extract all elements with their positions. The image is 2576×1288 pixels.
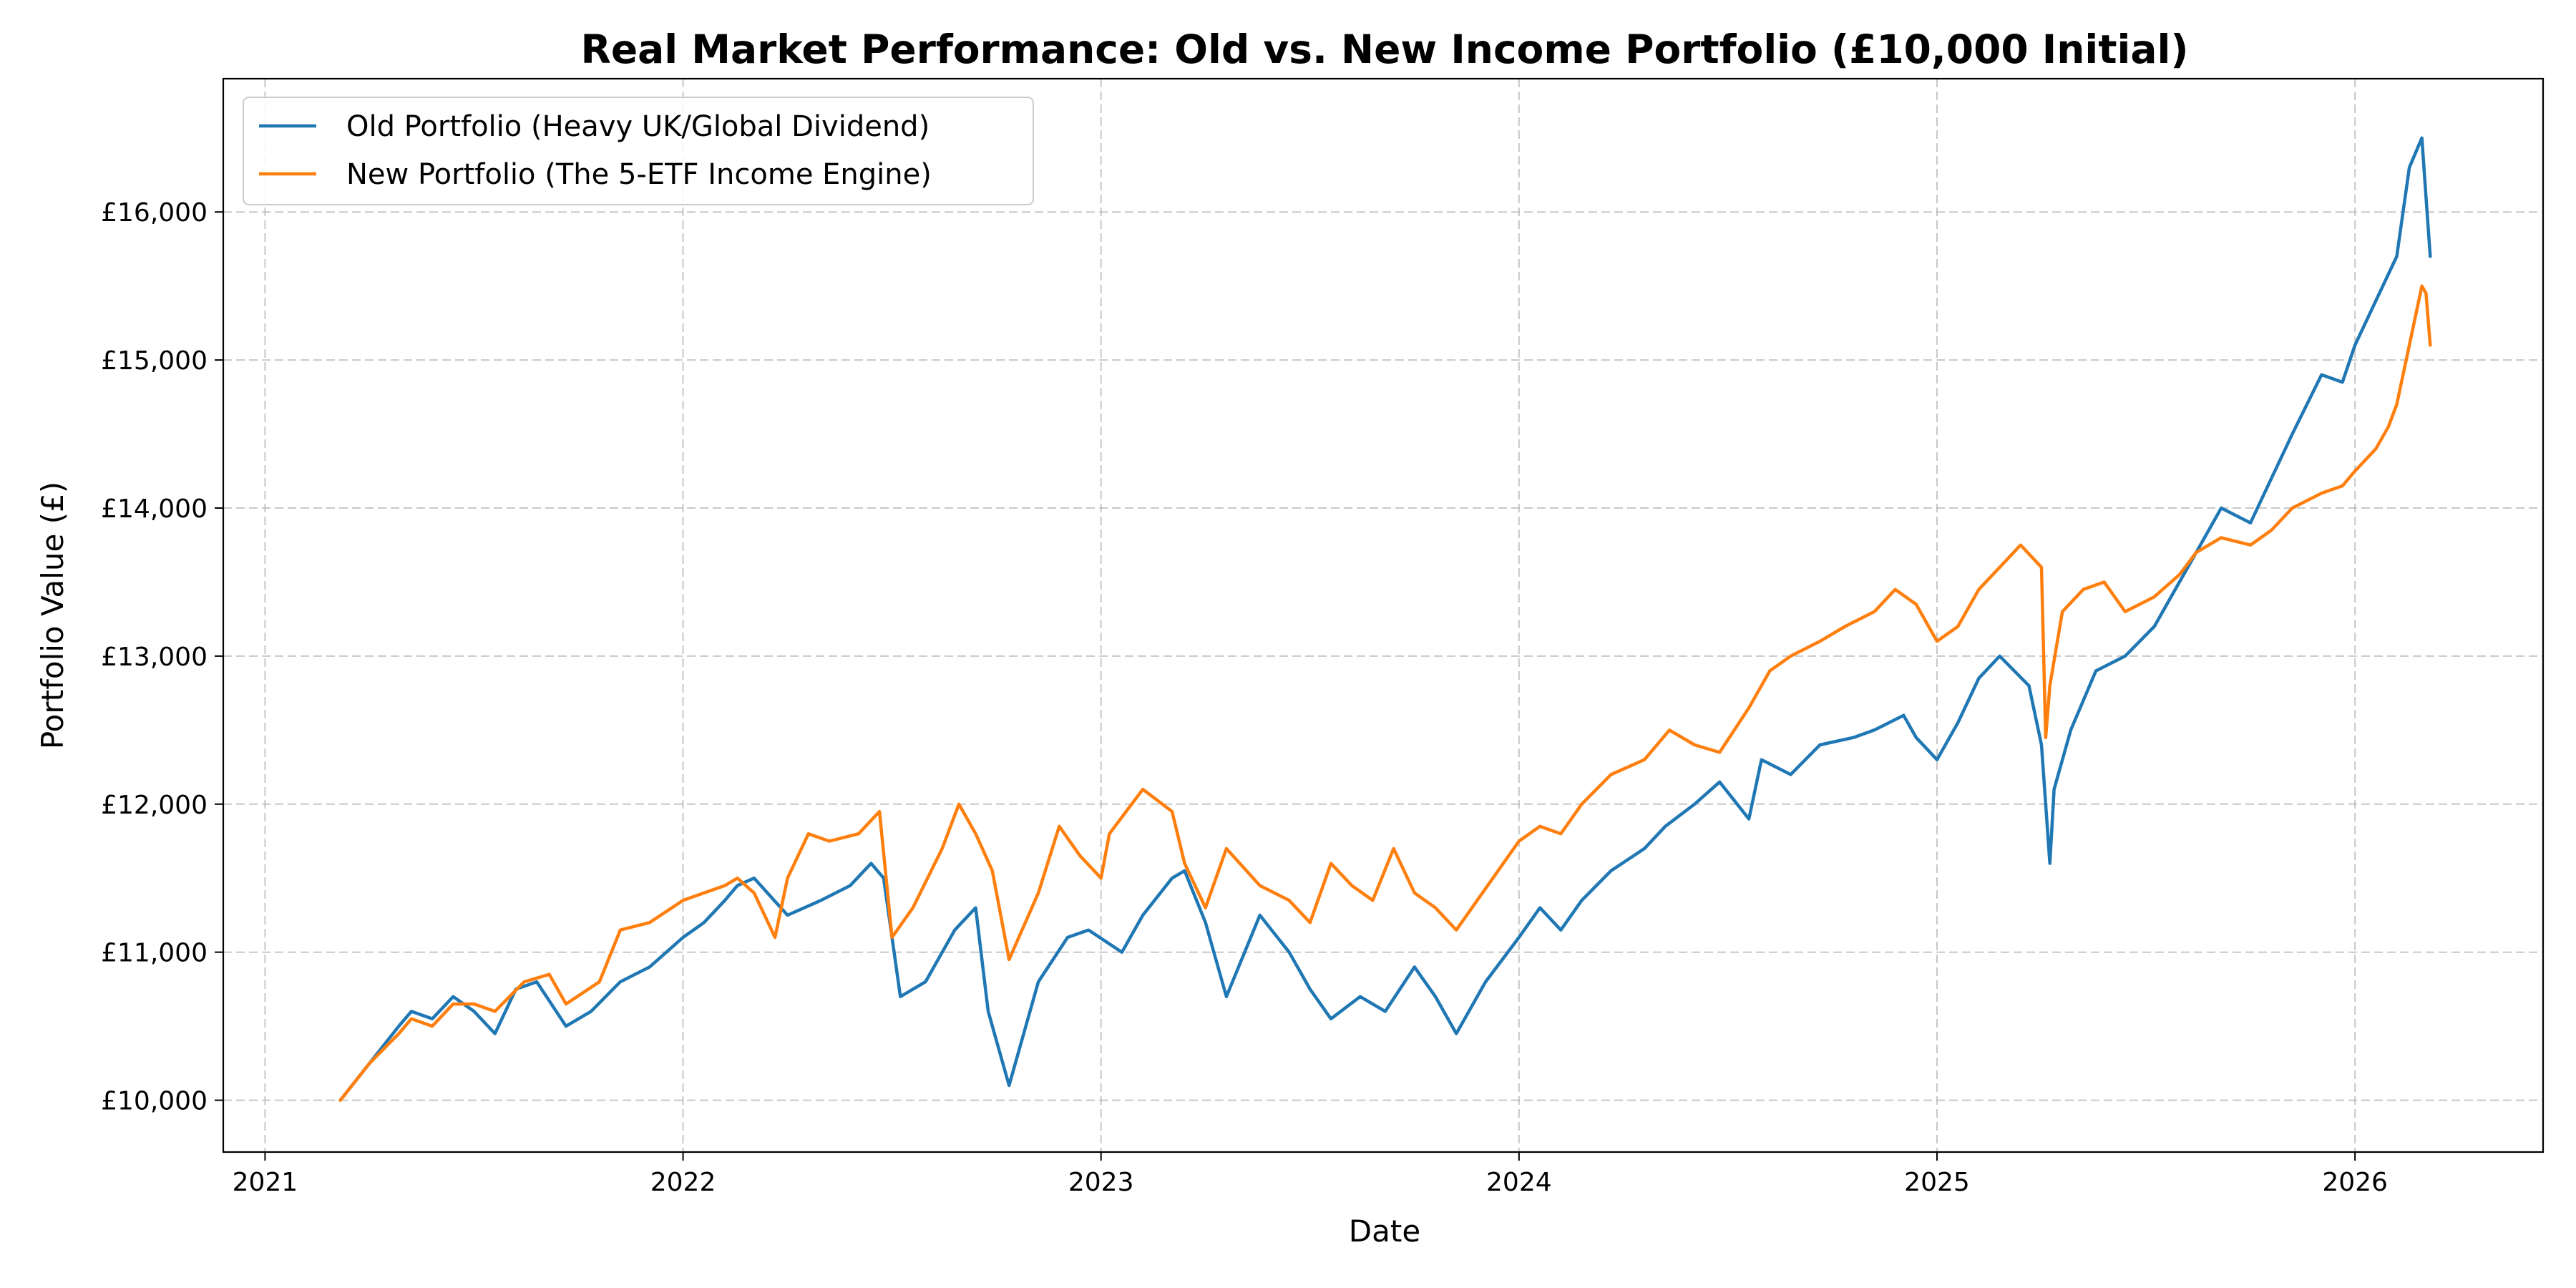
x-tick-label: 2024	[1486, 1168, 1552, 1197]
series-line-0	[338, 136, 2432, 1102]
x-axis-title: Date	[1349, 1214, 1420, 1249]
y-tick-label: £13,000	[101, 643, 208, 672]
legend-box	[243, 97, 1034, 205]
y-tick-label: £11,000	[101, 939, 208, 968]
grid-lines	[223, 79, 2543, 1152]
x-tick-label: 2021	[233, 1168, 298, 1197]
series-line-1	[338, 284, 2432, 1102]
y-tick-label: £14,000	[101, 494, 208, 524]
x-tick-label: 2025	[1904, 1168, 1970, 1197]
y-tick-label: £12,000	[101, 791, 208, 820]
chart-title: Real Market Performance: Old vs. New Inc…	[581, 26, 2189, 72]
plot-frame	[222, 77, 2545, 1153]
legend: Old Portfolio (Heavy UK/Global Dividend)…	[243, 97, 1034, 205]
y-tick-label: £15,000	[101, 346, 208, 376]
axis-ticks: 2021 2022 2023 2024 2025 2026 £10,000 £11,000 £1…	[101, 198, 2388, 1197]
y-tick-label: £10,000	[101, 1087, 208, 1116]
x-tick-label: 2022	[650, 1168, 716, 1197]
series-layer	[338, 136, 2432, 1102]
y-axis-title: Portfolio Value (£)	[35, 482, 70, 749]
legend-label-old-portfolio: Old Portfolio (Heavy UK/Global Dividend)	[346, 110, 930, 143]
x-tick-label: 2023	[1068, 1168, 1134, 1197]
y-tick-label: £16,000	[101, 198, 208, 228]
x-tick-label: 2026	[2322, 1168, 2388, 1197]
legend-label-new-portfolio: New Portfolio (The 5-ETF Income Engine)	[346, 158, 932, 191]
